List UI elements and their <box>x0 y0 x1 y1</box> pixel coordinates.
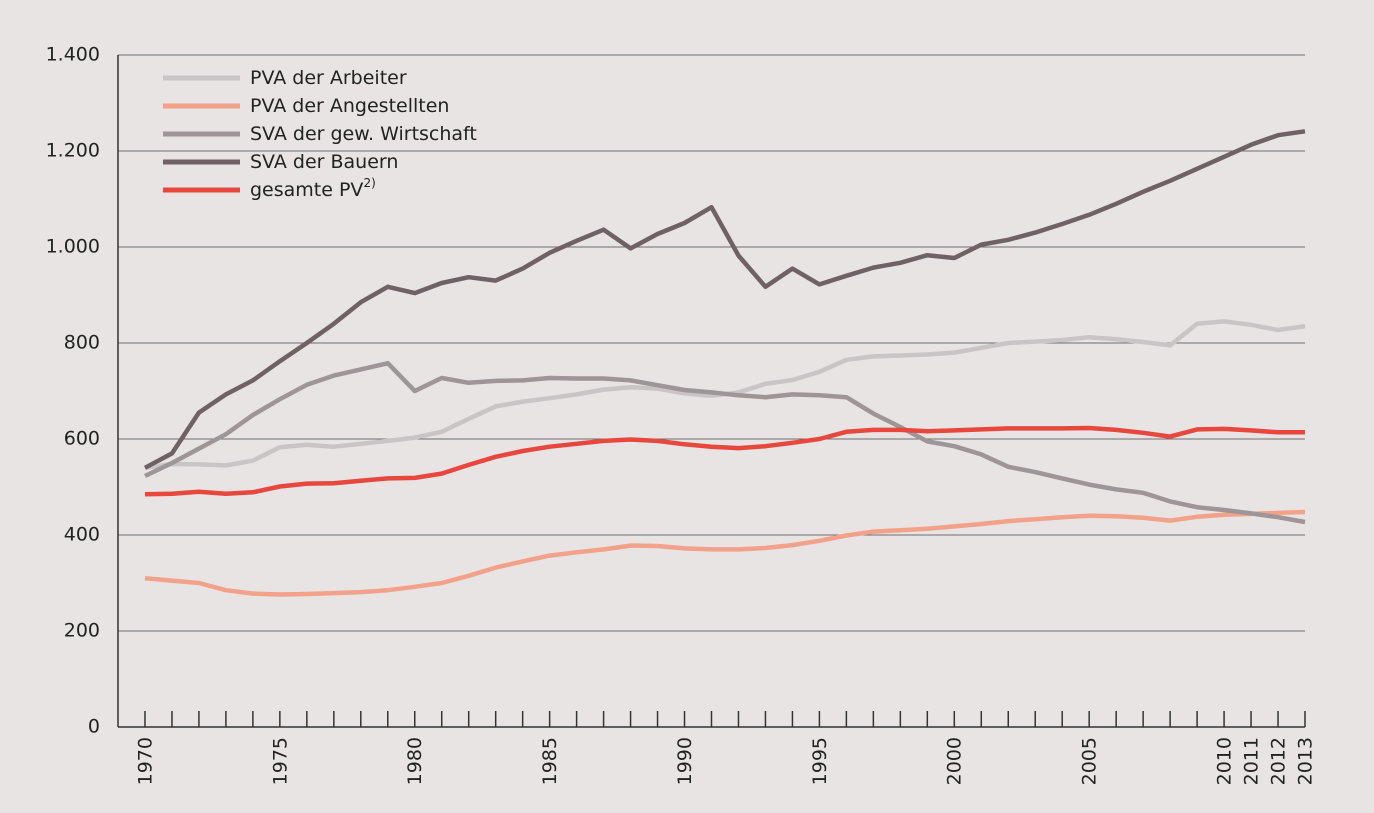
y-tick-label: 1.200 <box>46 140 100 162</box>
legend-text: SVA der Bauern <box>250 151 398 173</box>
x-tick-label: 2005 <box>1079 737 1101 785</box>
legend-label: PVA der Angestellten <box>250 95 449 117</box>
y-tick-label: 400 <box>64 524 100 546</box>
y-tick-label: 600 <box>64 428 100 450</box>
legend-text: PVA der Angestellten <box>250 95 449 117</box>
x-tick-label: 1975 <box>269 737 291 785</box>
y-tick-label: 0 <box>88 716 100 738</box>
x-tick-label: 1985 <box>539 737 561 785</box>
y-tick-label: 200 <box>64 620 100 642</box>
legend-label: PVA der Arbeiter <box>250 67 407 89</box>
x-tick-label: 1990 <box>674 737 696 785</box>
x-tick-label: 2011 <box>1240 737 1262 785</box>
x-tick-label: 2012 <box>1267 737 1289 785</box>
legend-footnote: 2) <box>363 176 375 190</box>
legend-label: SVA der Bauern <box>250 151 398 173</box>
legend-text: SVA der gew. Wirtschaft <box>250 123 477 145</box>
legend-text: PVA der Arbeiter <box>250 67 407 89</box>
series-line <box>143 129 1306 470</box>
x-tick-label: 1995 <box>809 737 831 785</box>
series-line <box>144 360 1306 525</box>
x-tick-label: 2013 <box>1294 737 1316 785</box>
x-tick-label: 2000 <box>944 737 966 785</box>
legend-label: SVA der gew. Wirtschaft <box>250 123 477 145</box>
x-tick-label: 1980 <box>404 737 426 785</box>
y-tick-label: 1.000 <box>46 236 100 258</box>
series-line <box>144 509 1306 597</box>
x-tick-label: 1970 <box>134 737 156 785</box>
series-line <box>144 425 1305 497</box>
y-tick-label: 1.400 <box>46 44 100 66</box>
legend-label: gesamte PV2) <box>250 176 376 201</box>
x-tick-label: 2010 <box>1214 737 1236 785</box>
y-tick-label: 800 <box>64 332 100 354</box>
legend-text: gesamte PV <box>250 179 363 201</box>
